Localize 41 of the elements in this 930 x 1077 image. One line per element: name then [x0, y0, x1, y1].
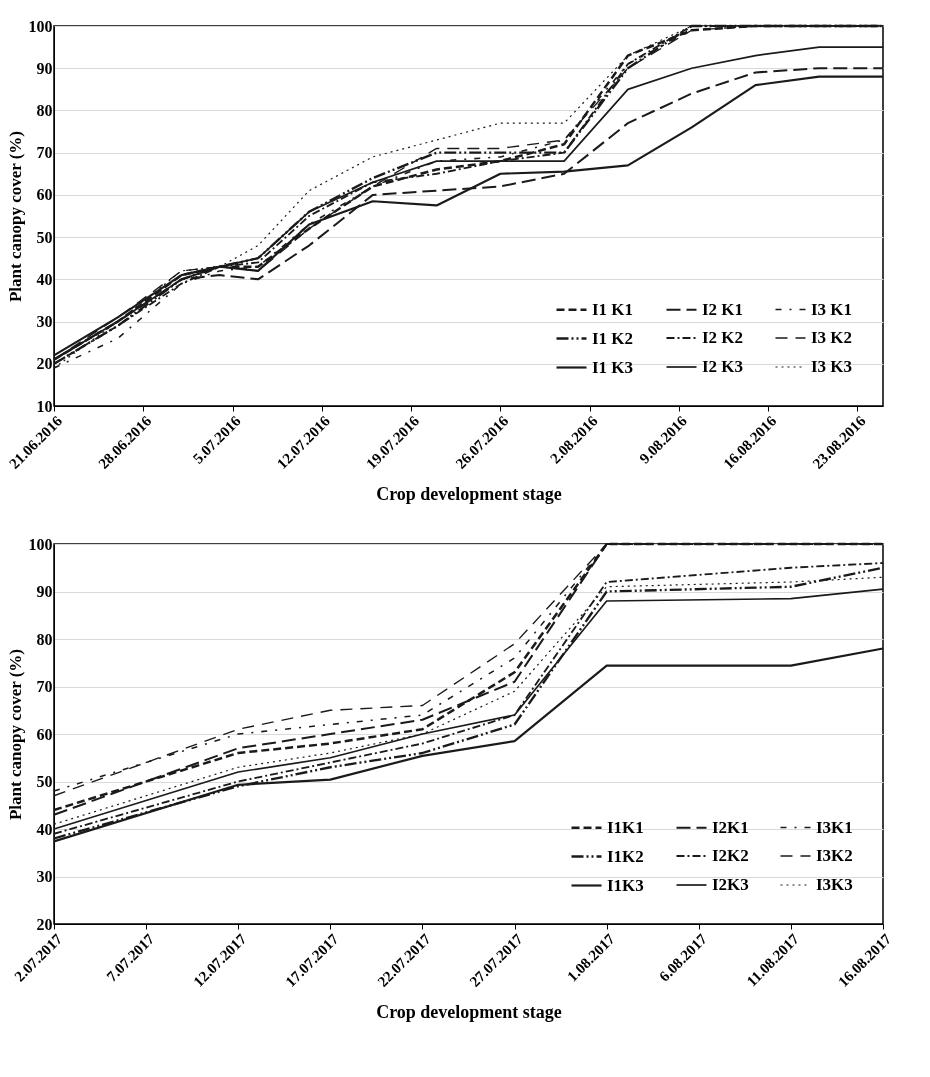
y-tick-label: 90	[36, 583, 53, 600]
x-axis-title: Crop development stage	[376, 483, 562, 504]
legend-label: I2K1	[712, 817, 749, 837]
y-tick-label: 80	[36, 630, 53, 648]
legend-label: I1 K1	[592, 299, 634, 319]
legend-label: I2K2	[712, 846, 749, 865]
y-tick-label: 20	[36, 355, 53, 373]
legend-label: I1 K3	[592, 357, 634, 377]
y-tick-label: 10	[36, 397, 53, 415]
x-axis-title: Crop development stage	[376, 1001, 562, 1022]
legend-label: I2 K2	[702, 328, 744, 347]
legend-label: I3 K3	[811, 357, 853, 376]
y-tick-label: 90	[36, 59, 53, 77]
legend-label: I1K2	[607, 846, 644, 866]
y-tick-label: 30	[36, 313, 53, 331]
legend-label: I3 K2	[811, 328, 853, 347]
y-tick-label: 50	[36, 228, 53, 246]
y-tick-label: 100	[28, 535, 53, 553]
legend-label: I3K2	[816, 846, 853, 865]
y-tick-label: 30	[36, 868, 53, 885]
y-tick-label: 80	[36, 101, 53, 119]
legend-label: I1 K2	[592, 328, 634, 348]
y-tick-label: 60	[36, 186, 53, 204]
y-tick-label: 50	[36, 773, 53, 790]
y-axis-title: Plant canopy cover (%)	[5, 130, 25, 303]
y-tick-label: 70	[36, 678, 53, 695]
y-tick-label: 40	[36, 270, 53, 288]
legend-label: I2 K1	[702, 299, 744, 319]
y-tick-label: 100	[28, 17, 53, 35]
y-tick-label: 70	[36, 144, 53, 162]
legend-label: I1K3	[607, 875, 644, 895]
y-tick-label: 60	[36, 725, 53, 743]
y-axis-title: Plant canopy cover (%)	[5, 648, 25, 821]
y-tick-label: 20	[36, 915, 53, 933]
legend-label: I2K3	[712, 875, 749, 894]
legend-label: I3 K1	[811, 299, 853, 319]
legend-label: I2 K3	[702, 357, 744, 376]
legend-label: I3K1	[816, 817, 853, 837]
legend-label: I3K3	[816, 875, 853, 894]
legend-label: I1K1	[607, 817, 644, 837]
y-tick-label: 40	[36, 820, 53, 838]
